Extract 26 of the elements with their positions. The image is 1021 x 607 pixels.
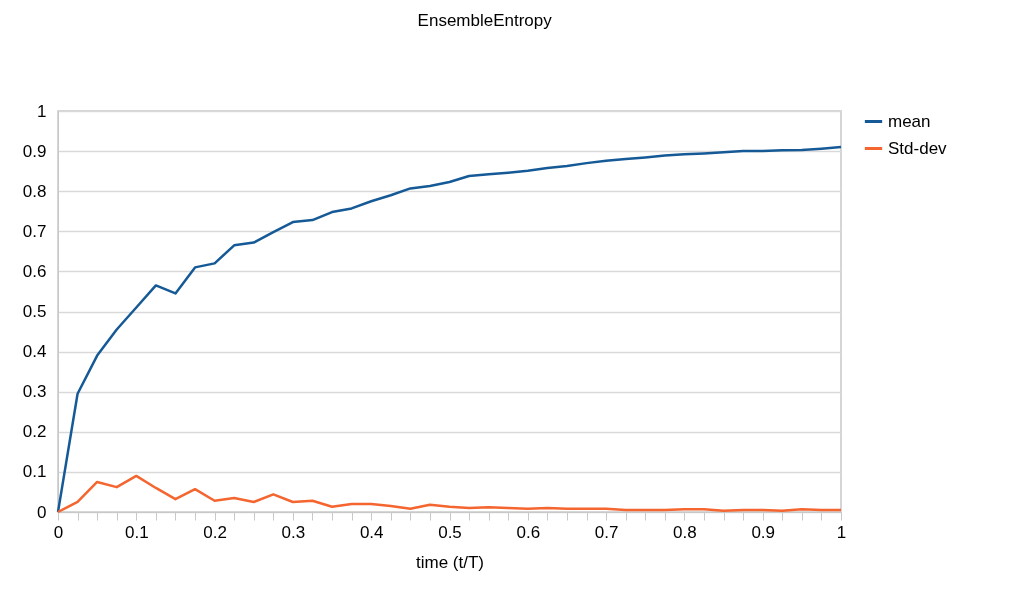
x-tick-label: 0	[53, 522, 64, 542]
y-tick-label: 0	[37, 502, 47, 522]
y-tick-label: 0.6	[22, 261, 47, 281]
y-tick-label: 0.8	[22, 181, 47, 201]
y-tick-label: 0.4	[22, 342, 47, 362]
chart-title: EnsembleEntropy	[417, 11, 553, 30]
y-tick-label: 0.7	[22, 221, 47, 241]
y-tick-label: 0.2	[22, 422, 47, 442]
y-tick-label: 0.5	[22, 302, 47, 321]
y-tick-label: 0.9	[22, 141, 47, 161]
y-tick-label: 0.3	[22, 382, 47, 402]
x-tick-label: 1	[836, 522, 847, 542]
x-tick-label: 0.5	[438, 522, 462, 542]
legend-label: Std-dev	[888, 138, 948, 158]
x-axis-title: time (t/T)	[416, 552, 484, 572]
x-tick-label: 0.8	[673, 522, 697, 542]
y-tick-label: 1	[37, 101, 47, 121]
y-tick-label: 0.1	[22, 462, 47, 482]
x-tick-label: 0.2	[203, 522, 227, 542]
x-tick-label: 0.4	[359, 522, 384, 542]
legend-label: mean	[888, 111, 931, 131]
x-tick-label: 0.9	[751, 522, 776, 542]
x-tick-label: 0.3	[281, 522, 306, 542]
x-tick-label: 0.6	[516, 522, 541, 542]
x-tick-label: 0.7	[594, 522, 619, 542]
x-tick-label: 0.1	[124, 522, 149, 542]
